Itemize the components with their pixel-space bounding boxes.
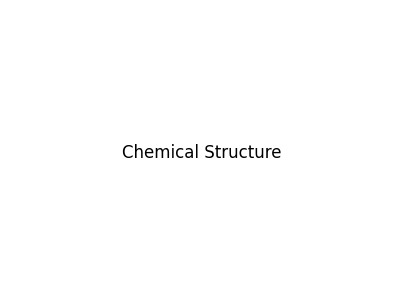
Text: Chemical Structure: Chemical Structure	[122, 144, 282, 162]
